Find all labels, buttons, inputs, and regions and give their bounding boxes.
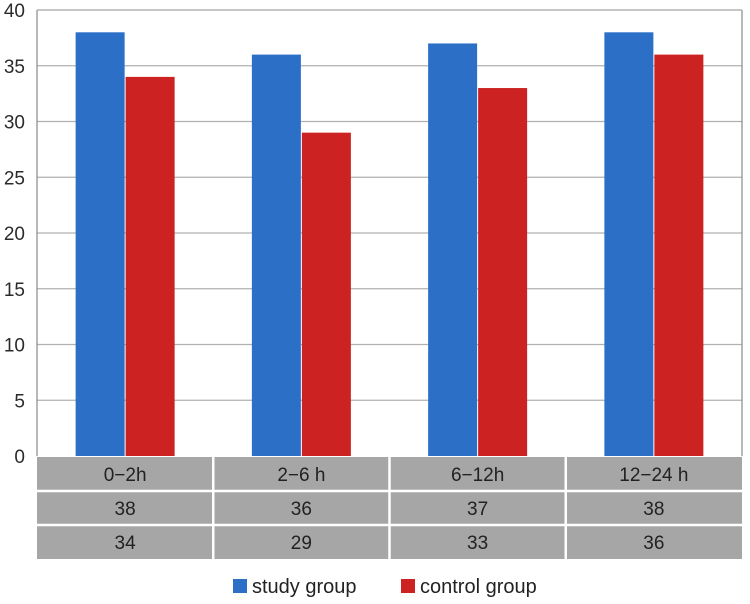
y-tick-label: 40 xyxy=(4,1,25,22)
data-table: 0−2h 38 34 2−6 h 36 29 6−12h 37 33 12−24 h 38 36 xyxy=(37,457,742,559)
y-tick-label: 20 xyxy=(4,224,25,245)
data-label-control: 29 xyxy=(291,533,312,554)
category-label: 12−24 h xyxy=(619,465,688,486)
bar-study-1 xyxy=(251,54,301,456)
data-label-control: 34 xyxy=(115,533,137,554)
data-label-study: 36 xyxy=(291,499,312,520)
data-label-control: 33 xyxy=(467,533,488,554)
legend-swatch-study xyxy=(233,579,247,593)
y-tick-label: 0 xyxy=(14,447,25,468)
legend: study group control group xyxy=(233,576,537,598)
y-tick-label: 5 xyxy=(14,391,25,412)
y-tick-labels: 0 5 10 15 20 25 30 35 40 xyxy=(4,1,25,468)
bar-study-2 xyxy=(428,43,478,456)
bar-control-3 xyxy=(654,54,704,456)
legend-label-study: study group xyxy=(252,576,357,598)
category-label: 0−2h xyxy=(104,465,147,486)
category-label: 2−6 h xyxy=(277,465,325,486)
bar-study-3 xyxy=(604,32,654,457)
category-label: 6−12h xyxy=(451,465,504,486)
legend-label-control: control group xyxy=(420,576,537,598)
y-tick-label: 15 xyxy=(4,280,25,301)
y-tick-label: 30 xyxy=(4,113,25,134)
bars xyxy=(75,32,704,457)
y-tick-label: 10 xyxy=(4,336,25,357)
legend-swatch-control xyxy=(401,579,415,593)
y-tick-label: 25 xyxy=(4,168,25,189)
bar-control-2 xyxy=(478,88,528,457)
bar-study-0 xyxy=(75,32,125,457)
bar-control-0 xyxy=(125,76,175,457)
data-label-study: 38 xyxy=(643,499,664,520)
data-label-study: 38 xyxy=(115,499,136,520)
data-label-study: 37 xyxy=(467,499,488,520)
y-tick-label: 35 xyxy=(4,57,25,78)
axes xyxy=(36,9,743,456)
data-label-control: 36 xyxy=(643,533,664,554)
bar-control-1 xyxy=(301,132,351,456)
